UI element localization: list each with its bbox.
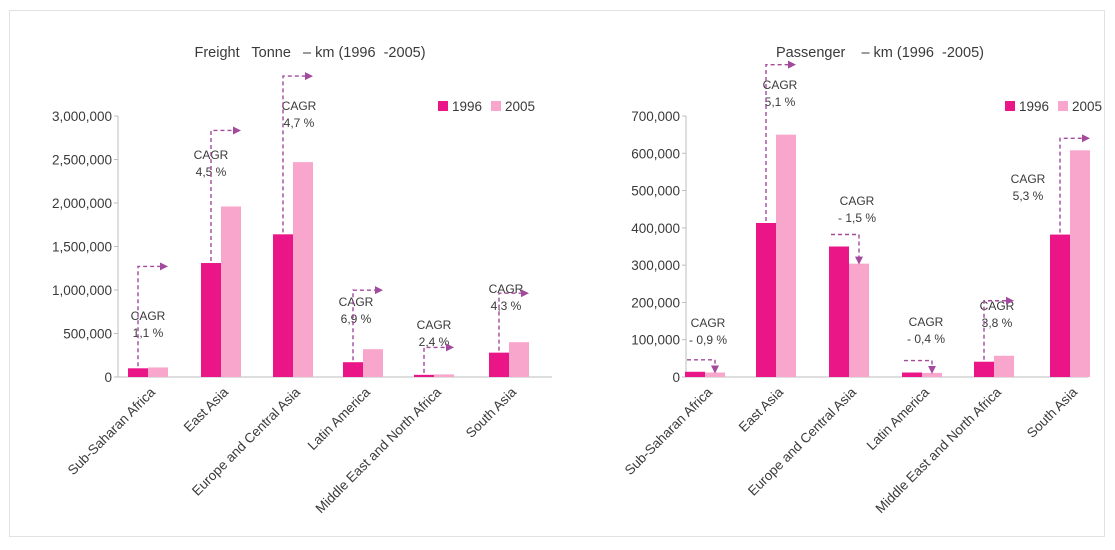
bar-1996-latin-america xyxy=(902,372,922,377)
cagr-label: CAGR xyxy=(980,299,1015,313)
bar-2005-east-asia xyxy=(221,206,241,377)
y-tick-label: 0 xyxy=(104,370,112,385)
bar-2005-latin-america xyxy=(922,372,942,377)
bar-1996-east-asia xyxy=(756,223,776,377)
bar-2005-east-asia xyxy=(776,134,796,377)
category-label: Latin America xyxy=(305,384,374,453)
cagr-value: - 0,9 % xyxy=(689,333,727,347)
cagr-arrow xyxy=(423,343,454,373)
cagr-arrow xyxy=(1059,134,1090,233)
y-tick-label: 600,000 xyxy=(631,146,680,161)
cagr-arrow xyxy=(904,359,936,374)
cagr-label: CAGR xyxy=(1011,172,1046,186)
category-label: Middle East and North Africa xyxy=(873,384,1005,516)
chart-title: Passenger – km (1996 -2005) xyxy=(776,45,984,61)
category-label: East Asia xyxy=(736,384,787,435)
cagr-label: CAGR xyxy=(909,315,944,329)
legend-label-1996: 1996 xyxy=(1019,99,1049,114)
y-tick-label: 500,000 xyxy=(63,327,112,342)
bar-1996-middle-east-and-north-africa xyxy=(414,374,434,377)
bar-1996-east-asia xyxy=(201,263,221,377)
cagr-label: CAGR xyxy=(282,99,317,113)
legend-swatch-2005 xyxy=(491,101,501,111)
cagr-value: - 0,4 % xyxy=(907,332,945,346)
cagr-label: CAGR xyxy=(763,78,798,92)
category-label: Middle East and North Africa xyxy=(313,384,445,516)
y-tick-label: 100,000 xyxy=(631,333,680,348)
bar-1996-europe-and-central-asia xyxy=(829,246,849,377)
category-label: South Asia xyxy=(463,384,520,441)
cagr-label: CAGR xyxy=(840,194,875,208)
bar-2005-middle-east-and-north-africa xyxy=(994,355,1014,377)
bar-2005-europe-and-central-asia xyxy=(849,263,869,377)
bar-2005-latin-america xyxy=(363,349,383,377)
bar-1996-europe-and-central-asia xyxy=(273,234,293,377)
bar-2005-middle-east-and-north-africa xyxy=(434,374,454,377)
category-label: Latin America xyxy=(864,384,933,453)
cagr-value: 6,9 % xyxy=(341,312,372,326)
y-tick-label: 3,000,000 xyxy=(52,109,112,124)
legend-swatch-1996 xyxy=(1005,101,1015,111)
cagr-arrow xyxy=(983,296,1014,360)
bar-2005-sub-saharan-africa xyxy=(148,367,168,377)
legend-swatch-1996 xyxy=(438,101,448,111)
y-tick-label: 2,500,000 xyxy=(52,153,112,168)
y-tick-label: 200,000 xyxy=(631,295,680,310)
cagr-arrow xyxy=(282,72,313,233)
category-label: South Asia xyxy=(1024,384,1081,441)
y-tick-label: 700,000 xyxy=(631,109,680,124)
cagr-value: 3,8 % xyxy=(982,316,1013,330)
cagr-value: 5,3 % xyxy=(1013,189,1044,203)
cagr-value: - 1,5 % xyxy=(838,211,876,225)
cagr-value: 4,7 % xyxy=(284,116,315,130)
y-tick-label: 1,500,000 xyxy=(52,240,112,255)
y-tick-label: 300,000 xyxy=(631,258,680,273)
bar-1996-middle-east-and-north-africa xyxy=(974,361,994,377)
legend-swatch-2005 xyxy=(1058,101,1068,111)
cagr-arrow xyxy=(687,359,719,374)
legend-label-1996: 1996 xyxy=(452,99,482,114)
cagr-arrow xyxy=(210,126,241,262)
y-tick-label: 2,000,000 xyxy=(52,196,112,211)
cagr-arrow xyxy=(137,262,168,367)
bar-1996-latin-america xyxy=(343,362,363,377)
bar-1996-sub-saharan-africa xyxy=(128,368,148,377)
passenger-chart: Passenger – km (1996 -2005) 0 100,000 200,0… xyxy=(622,45,1102,516)
chart-title: Freight Tonne – km (1996 -2005) xyxy=(194,45,425,61)
bar-1996-south-asia xyxy=(489,352,509,377)
bar-1996-sub-saharan-africa xyxy=(685,371,705,377)
legend-label-2005: 2005 xyxy=(1072,99,1102,114)
cagr-value: 4,3 % xyxy=(491,299,522,313)
freight-chart: Freight Tonne – km (1996 -2005) 0 500,000 1… xyxy=(52,45,552,516)
category-label: Sub-Saharan Africa xyxy=(65,384,159,478)
y-tick-label: 400,000 xyxy=(631,221,680,236)
category-label: Sub-Saharan Africa xyxy=(622,384,716,478)
bar-2005-south-asia xyxy=(509,342,529,377)
y-tick-label: 0 xyxy=(672,370,680,385)
cagr-value: 4,5 % xyxy=(196,165,227,179)
cagr-value: 1,1 % xyxy=(133,326,164,340)
cagr-label: CAGR xyxy=(417,318,452,332)
cagr-label: CAGR xyxy=(691,316,726,330)
cagr-arrow xyxy=(498,289,529,351)
category-label: East Asia xyxy=(181,384,232,435)
y-tick-label: 1,000,000 xyxy=(52,283,112,298)
bar-1996-south-asia xyxy=(1050,234,1070,377)
cagr-arrow xyxy=(765,60,796,222)
cagr-label: CAGR xyxy=(339,295,374,309)
cagr-label: CAGR xyxy=(131,309,166,323)
y-tick-label: 500,000 xyxy=(631,184,680,199)
bar-2005-sub-saharan-africa xyxy=(705,372,725,377)
bar-2005-south-asia xyxy=(1070,150,1090,377)
cagr-value: 2,4 % xyxy=(419,335,450,349)
bar-2005-europe-and-central-asia xyxy=(293,162,313,377)
legend-label-2005: 2005 xyxy=(505,99,535,114)
cagr-value: 5,1 % xyxy=(765,95,796,109)
cagr-arrow xyxy=(831,233,863,265)
cagr-arrow xyxy=(352,286,383,361)
figure-frame xyxy=(9,10,1105,537)
